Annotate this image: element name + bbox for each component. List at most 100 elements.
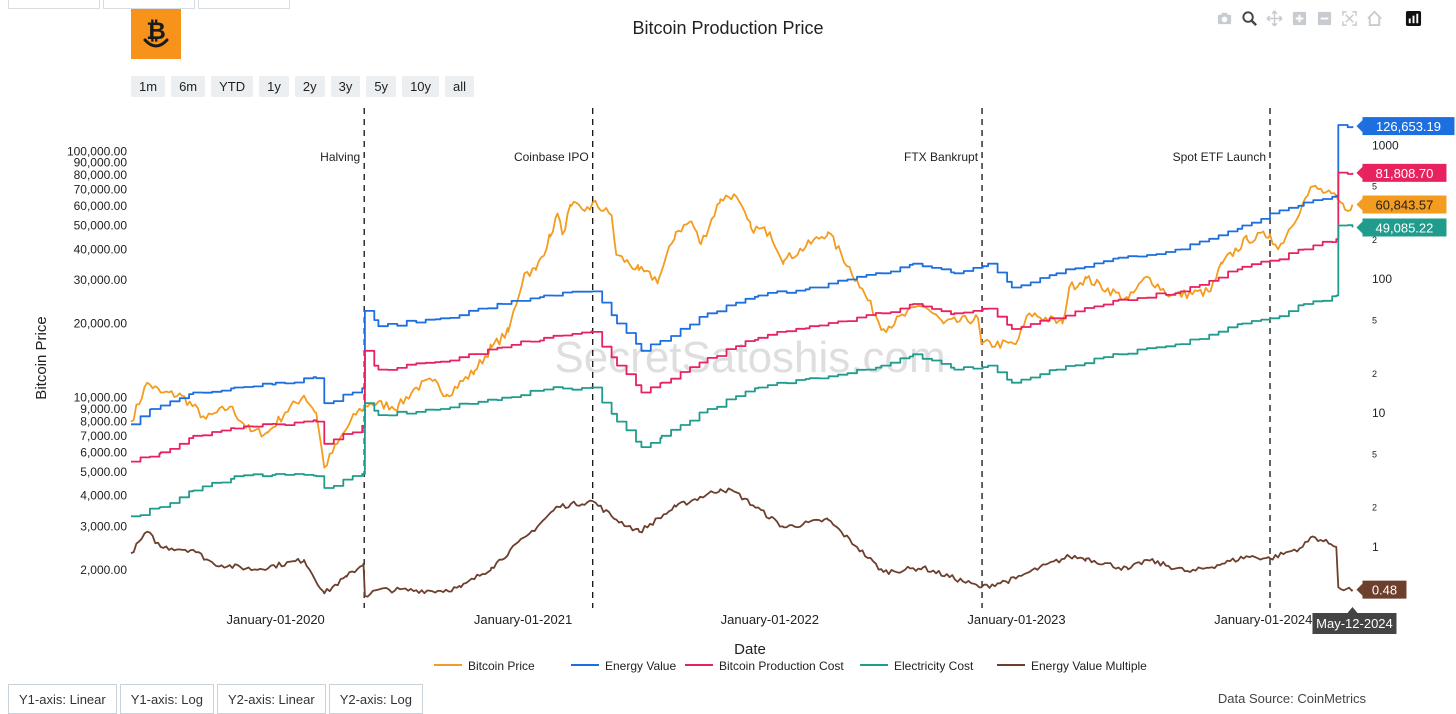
y2-log-button[interactable]: Y2-axis: Log <box>328 684 423 714</box>
chart-toolbar <box>1216 10 1422 27</box>
legend-item: Energy Value Multiple <box>1031 659 1147 673</box>
event-label: FTX Bankrupt <box>904 150 979 164</box>
legend-item: Electricity Cost <box>894 659 974 673</box>
legend-item: Energy Value <box>605 659 676 673</box>
zoom-in-icon[interactable] <box>1291 10 1308 27</box>
series-line-energy-value-multiple <box>130 487 1354 598</box>
pan-icon[interactable] <box>1266 10 1283 27</box>
y-tick-label: 5,000.00 <box>80 465 127 479</box>
chart-plot[interactable]: SecretSatoshis.com Halving Coinbase IPO FT… <box>0 0 1456 690</box>
last-value-label: 60,843.57 <box>1376 198 1434 213</box>
last-value-pointer <box>1356 166 1363 179</box>
zoom-out-icon[interactable] <box>1316 10 1333 27</box>
bitcoin-smiley-logo-icon: ₿ <box>131 9 181 59</box>
x-axis-label: Date <box>734 641 766 658</box>
last-value-label: 126,653.19 <box>1376 119 1441 134</box>
x-tick-label: January-01-2020 <box>227 612 325 627</box>
y2-tick-label: 5 <box>1372 316 1377 326</box>
zoom-icon[interactable] <box>1241 10 1258 27</box>
y-tick-label: 4,000.00 <box>80 489 127 503</box>
top-frame-tabs <box>8 0 293 10</box>
axis-scale-buttons: Y1-axis: Linear Y1-axis: Log Y2-axis: Li… <box>8 684 423 714</box>
last-value-pointer <box>1356 120 1363 133</box>
y2-tick-label: 2 <box>1372 235 1377 245</box>
last-value-box <box>1362 580 1407 599</box>
x-tick-label: January-01-2022 <box>721 612 819 627</box>
series-line-energy-value <box>131 124 1354 426</box>
range-button-3y[interactable]: 3y <box>330 76 361 97</box>
range-button-6m[interactable]: 6m <box>171 76 206 97</box>
series-line-bitcoin-price <box>130 184 1354 469</box>
legend-item: Bitcoin Price <box>468 659 535 673</box>
range-button-1y[interactable]: 1y <box>259 76 289 97</box>
last-value-pointer <box>1356 221 1363 234</box>
y-tick-label: 10,000.00 <box>74 391 128 405</box>
top-tab <box>8 0 100 9</box>
y2-tick-label: 2 <box>1372 503 1377 513</box>
y-tick-label: 8,000.00 <box>80 415 127 429</box>
y2-tick-label: 5 <box>1372 182 1377 192</box>
y2-tick-label: 5 <box>1372 449 1377 459</box>
last-value-box <box>1362 163 1447 182</box>
plotly-logo-icon[interactable] <box>1405 10 1422 27</box>
hover-date-box <box>1312 613 1397 634</box>
range-button-all[interactable]: all <box>445 76 475 97</box>
range-button-2y[interactable]: 2y <box>294 76 325 97</box>
last-value-box <box>1362 195 1447 214</box>
autoscale-icon[interactable] <box>1341 10 1358 27</box>
y-tick-label: 3,000.00 <box>80 519 127 533</box>
y1-log-button[interactable]: Y1-axis: Log <box>119 684 214 714</box>
y2-tick-label: 10 <box>1372 406 1386 420</box>
y-tick-label: 9,000.00 <box>80 402 127 416</box>
event-label: Halving <box>320 150 360 164</box>
last-value-label: 81,808.70 <box>1376 166 1434 181</box>
range-button-10y[interactable]: 10y <box>402 76 440 97</box>
range-button-5y[interactable]: 5y <box>366 76 397 97</box>
y-tick-label: 40,000.00 <box>74 242 128 256</box>
range-selector: 1m 6m YTD 1y 2y 3y 5y 10y all <box>131 76 475 97</box>
y2-tick-label: 1 <box>1372 540 1379 554</box>
event-label: Coinbase IPO <box>514 150 589 164</box>
x-tick-label: January-01-2021 <box>474 612 572 627</box>
last-value-pointer <box>1356 198 1363 211</box>
y-tick-label: 6,000.00 <box>80 445 127 459</box>
x-tick-label: January-01-2024 <box>1214 612 1312 627</box>
y-tick-label: 2,000.00 <box>80 563 127 577</box>
series-line-bitcoin-production-cost <box>131 171 1354 463</box>
y-tick-label: 30,000.00 <box>74 273 128 287</box>
y2-linear-button[interactable]: Y2-axis: Linear <box>216 684 326 714</box>
y-tick-label: 20,000.00 <box>74 317 128 331</box>
series-line-electricity-cost <box>131 224 1354 518</box>
camera-icon[interactable] <box>1216 10 1233 27</box>
event-label: Spot ETF Launch <box>1173 150 1266 164</box>
y2-tick-label: 1000 <box>1372 138 1399 152</box>
hover-date-label: May-12-2024 <box>1316 616 1393 631</box>
y-tick-label: 60,000.00 <box>74 199 128 213</box>
range-button-1m[interactable]: 1m <box>131 76 166 97</box>
y1-linear-button[interactable]: Y1-axis: Linear <box>8 684 117 714</box>
y-tick-label: 90,000.00 <box>74 156 128 170</box>
y-tick-label: 7,000.00 <box>80 429 127 443</box>
last-value-label: 49,085.22 <box>1376 220 1434 235</box>
last-value-box <box>1362 218 1447 237</box>
y-tick-label: 70,000.00 <box>74 183 128 197</box>
legend-item: Bitcoin Production Cost <box>719 659 844 673</box>
top-tab <box>198 0 290 9</box>
y-axis-label: Bitcoin Price <box>33 316 50 399</box>
y2-tick-label: 100 <box>1372 272 1392 286</box>
range-button-ytd[interactable]: YTD <box>211 76 254 97</box>
y2-tick-label: 2 <box>1372 369 1377 379</box>
hover-date-pointer <box>1347 607 1358 613</box>
last-value-pointer <box>1356 583 1363 596</box>
y-tick-label: 50,000.00 <box>74 219 128 233</box>
last-value-box <box>1362 117 1455 136</box>
x-tick-label: January-01-2023 <box>967 612 1065 627</box>
chart-title: Bitcoin Production Price <box>632 18 824 38</box>
reset-axes-icon[interactable] <box>1366 10 1383 27</box>
data-source: Data Source: CoinMetrics <box>1217 691 1366 706</box>
y-tick-label: 80,000.00 <box>74 168 128 182</box>
top-tab <box>103 0 195 9</box>
y-tick-label: 100,000.00 <box>67 144 127 158</box>
last-value-label: 0.48 <box>1372 583 1397 598</box>
svg-text:₿: ₿ <box>146 17 166 45</box>
